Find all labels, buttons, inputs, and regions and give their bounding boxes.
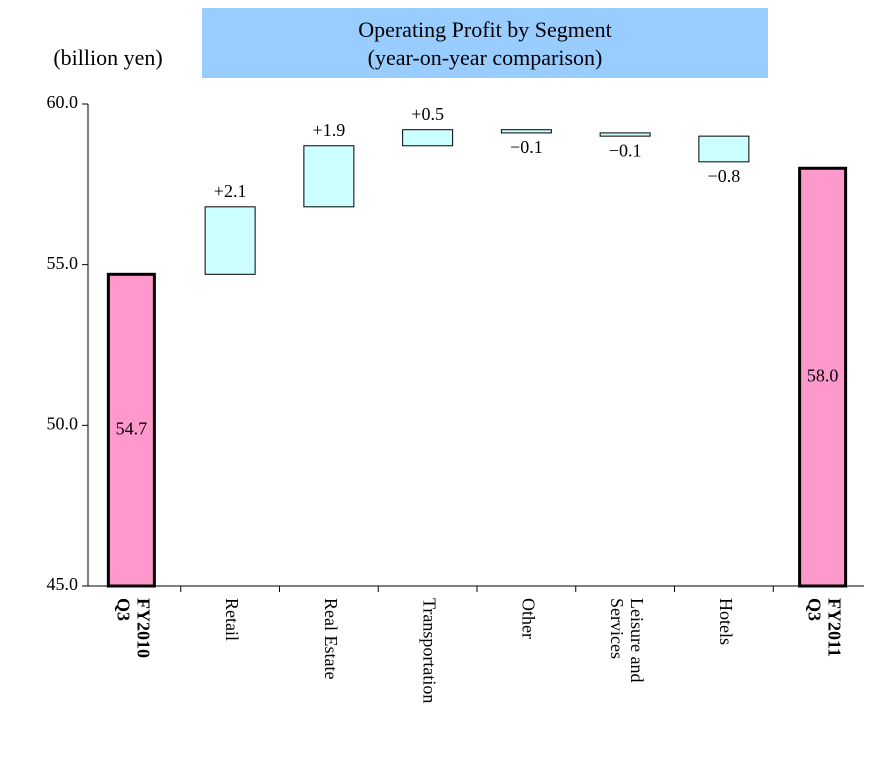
change-bar: [698, 135, 750, 163]
y-tick-label: 55.0: [47, 253, 79, 273]
value-label: +0.5: [411, 104, 444, 124]
x-tick-label-line: Real Estate: [321, 598, 341, 679]
x-tick-label: Transportation: [420, 598, 440, 703]
x-tick-label-line: Other: [518, 598, 538, 639]
value-label: −0.1: [510, 137, 543, 157]
y-tick-label: 45.0: [47, 574, 79, 594]
x-tick-label: Real Estate: [321, 598, 341, 679]
x-tick-label-line: Q3: [113, 598, 133, 621]
change-bar: [402, 129, 454, 147]
x-tick-label: Retail: [222, 598, 242, 641]
x-tick-label-line: Leisure and: [627, 598, 647, 682]
y-tick-label: 60.0: [47, 92, 79, 112]
x-tick-label-line: Retail: [222, 598, 242, 641]
change-bar: [500, 129, 552, 134]
x-tick-label: Hotels: [716, 598, 736, 645]
y-axis-label: (billion yen): [53, 45, 162, 70]
title-box: [202, 8, 768, 78]
chart-subtitle: (year-on-year comparison): [368, 45, 603, 70]
value-label: +1.9: [313, 120, 346, 140]
x-tick-label: Other: [518, 598, 538, 639]
x-tick-label: FY2011Q3: [805, 598, 845, 657]
y-tick-label: 50.0: [47, 413, 79, 433]
value-label: +2.1: [214, 181, 247, 201]
x-tick-label-line: FY2011: [825, 598, 845, 657]
x-tick-label-line: FY2010: [133, 598, 153, 658]
change-bar: [303, 145, 355, 208]
x-tick-label-line: Q3: [805, 598, 825, 621]
value-label: −0.8: [708, 166, 741, 186]
total-bar: [106, 272, 156, 588]
x-tick-label-line: Hotels: [716, 598, 736, 645]
x-tick-label: Leisure andServices: [607, 598, 647, 682]
x-tick-label-line: Transportation: [420, 598, 440, 703]
value-label: −0.1: [609, 140, 642, 160]
value-label: 54.7: [116, 418, 148, 438]
change-bar: [599, 132, 651, 137]
value-label: 58.0: [807, 365, 839, 385]
chart-title: Operating Profit by Segment: [358, 17, 612, 42]
x-tick-label: FY2010Q3: [113, 598, 153, 658]
change-bar: [204, 206, 256, 275]
x-tick-label-line: Services: [607, 598, 627, 659]
total-bar: [798, 166, 848, 588]
